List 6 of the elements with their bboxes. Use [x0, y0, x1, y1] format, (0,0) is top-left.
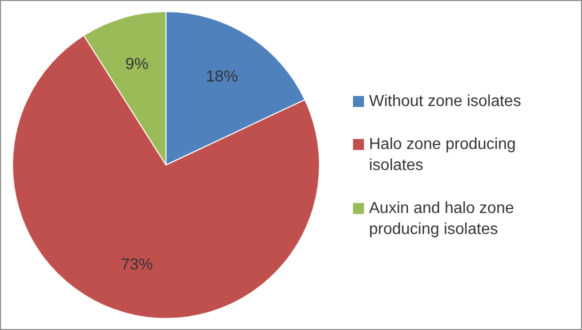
legend-label: Auxin and halo zone producing isolates: [369, 198, 515, 240]
legend-label: Without zone isolates: [369, 92, 522, 112]
data-label: 73%: [120, 256, 153, 274]
legend-label: Halo zone producing isolates: [369, 134, 517, 176]
data-label: 9%: [125, 56, 148, 74]
data-label: 18%: [206, 68, 238, 86]
